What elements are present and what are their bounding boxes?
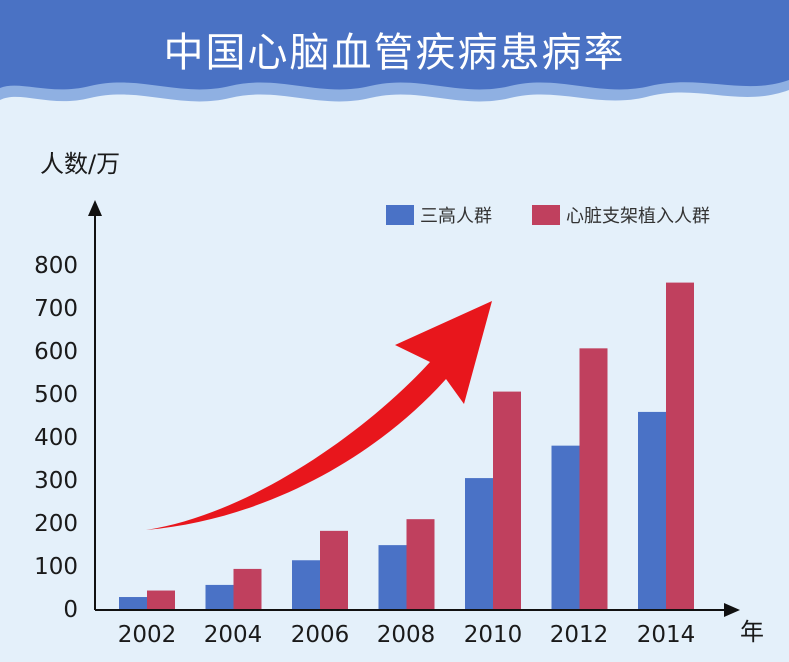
y-tick-label: 100 — [34, 554, 78, 580]
axes — [88, 200, 740, 617]
bar-series-1-2004 — [205, 584, 234, 610]
bar-series-2-2002 — [147, 590, 175, 610]
y-tick-label: 300 — [34, 468, 78, 494]
bar-series-1-2008 — [378, 545, 407, 610]
bar-series-2-2014 — [666, 282, 694, 610]
legend-label-series-1: 三高人群 — [420, 206, 492, 227]
bar-series-1-2014 — [638, 411, 666, 610]
bar-series-2-2006 — [320, 530, 348, 610]
x-tick-label: 2004 — [204, 622, 263, 648]
x-tick-label: 2010 — [464, 622, 523, 648]
banner-wave — [0, 0, 789, 90]
bar-series-1-2010 — [465, 478, 493, 610]
y-axis-arrowhead — [88, 200, 102, 216]
x-tick-labels: 2002 2004 2006 2008 2010 2012 2014 — [118, 622, 696, 648]
y-tick-label: 500 — [34, 382, 78, 408]
y-tick-label: 400 — [34, 425, 78, 451]
x-tick-label: 2012 — [550, 622, 609, 648]
y-tick-label: 0 — [63, 597, 78, 623]
y-tick-label: 800 — [34, 253, 78, 279]
y-tick-labels: 0 100 200 300 400 500 600 700 800 — [34, 253, 78, 623]
y-axis-label: 人数/万 — [40, 150, 120, 178]
chart-title: 中国心脑血管疾病患病率 — [164, 30, 626, 76]
x-tick-label: 2008 — [377, 622, 436, 648]
y-tick-label: 600 — [34, 339, 78, 365]
legend-swatch-series-2 — [532, 205, 560, 225]
bar-series-2-2012 — [579, 348, 608, 610]
x-axis-arrowhead — [724, 603, 740, 617]
title-banner: 中国心脑血管疾病患病率 — [0, 0, 789, 102]
y-tick-label: 200 — [34, 511, 78, 537]
x-axis-label: 年 — [740, 618, 764, 646]
y-tick-label: 700 — [34, 296, 78, 322]
bar-series-2-2004 — [233, 568, 262, 610]
x-tick-label: 2014 — [637, 622, 696, 648]
bars — [119, 282, 694, 610]
legend-label-series-2: 心脏支架植入人群 — [566, 206, 710, 227]
bar-series-2-2008 — [406, 519, 435, 610]
x-tick-label: 2002 — [118, 622, 177, 648]
trend-arrow — [146, 301, 492, 530]
x-tick-label: 2006 — [291, 622, 350, 648]
bar-series-1-2006 — [292, 560, 320, 610]
bar-series-1-2012 — [551, 445, 580, 610]
bar-series-1-2002 — [119, 597, 147, 610]
bar-series-2-2010 — [493, 391, 521, 610]
legend: 三高人群 心脏支架植入人群 — [386, 205, 710, 227]
legend-swatch-series-1 — [386, 205, 414, 225]
